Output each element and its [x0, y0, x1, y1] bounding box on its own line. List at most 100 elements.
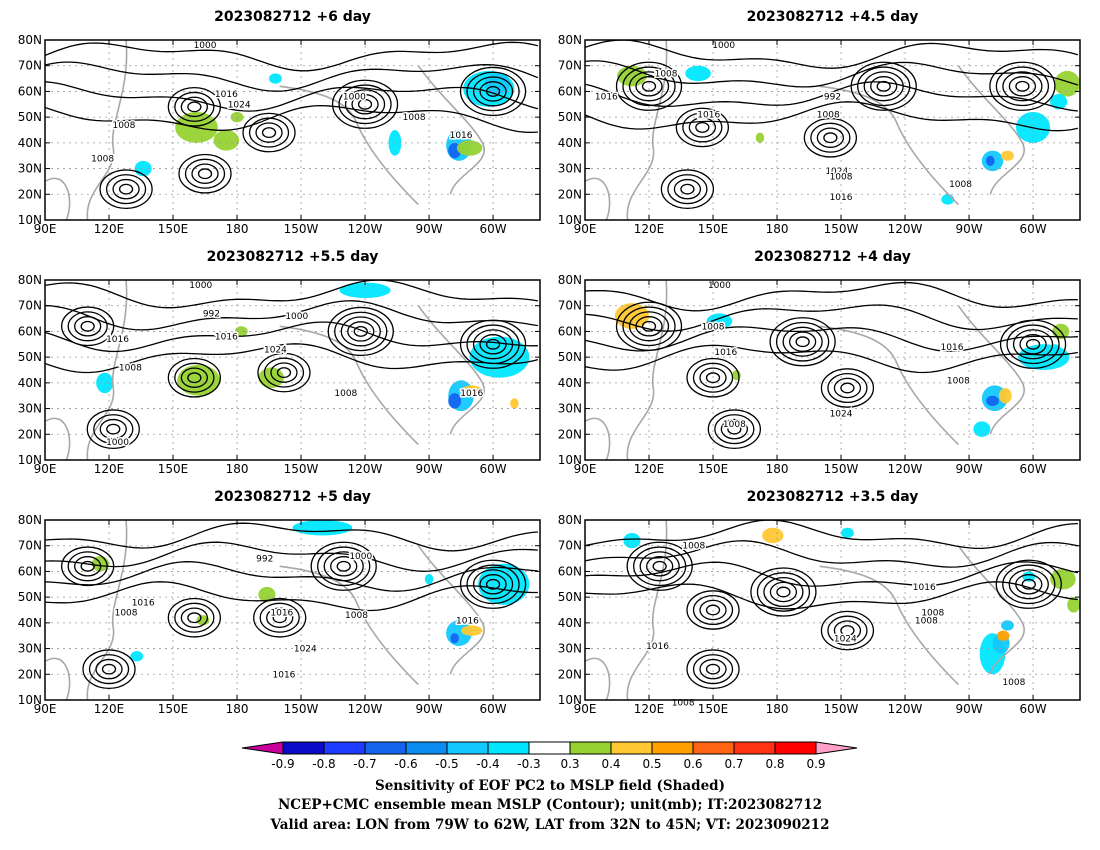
y-tick-label: 10N — [18, 213, 42, 227]
contour-label: 1016 — [456, 616, 479, 626]
mslp-contour — [1006, 324, 1060, 365]
y-tick-label: 30N — [18, 162, 42, 176]
mslp-contour — [99, 418, 127, 440]
mslp-contour — [180, 607, 209, 628]
mslp-contour — [178, 153, 232, 194]
sensitivity-shading — [448, 393, 462, 409]
mslp-contour — [327, 306, 394, 357]
x-tick-label: 120W — [348, 222, 383, 236]
mslp-contour — [622, 306, 676, 347]
sensitivity-shading — [339, 282, 391, 298]
x-tick-label: 90E — [574, 462, 597, 476]
mslp-contour — [675, 107, 729, 148]
mslp-contour — [635, 76, 663, 97]
mslp-contour — [1025, 338, 1041, 350]
panel-title: 2023082712 +3.5 day — [747, 489, 919, 505]
mslp-contour — [242, 112, 296, 153]
x-tick-label: 120E — [634, 222, 665, 236]
mslp-contour — [67, 551, 108, 582]
mslp-contour — [622, 66, 676, 107]
y-tick-label: 10N — [558, 693, 582, 707]
mslp-contour — [667, 174, 708, 205]
mslp-contour — [585, 40, 1079, 69]
colorbar-swatch — [733, 741, 776, 755]
mslp-contour — [167, 357, 222, 398]
mslp-contour — [45, 343, 539, 374]
mslp-contour — [187, 612, 202, 624]
mslp-contour — [699, 367, 727, 388]
mslp-contour — [270, 362, 298, 383]
x-tick-label: 150W — [824, 702, 859, 716]
mslp-contour — [331, 79, 399, 129]
mslp-contour — [857, 66, 911, 107]
contour-label: 1016 — [714, 348, 737, 358]
x-tick-label: 150E — [698, 222, 729, 236]
x-tick-label: 180 — [766, 462, 789, 476]
mslp-contour — [479, 334, 507, 355]
mslp-contour — [82, 649, 136, 689]
mslp-contour — [485, 338, 501, 350]
mslp-contour — [692, 362, 734, 393]
mslp-contour — [263, 357, 305, 388]
contour-label: 1008 — [682, 542, 705, 552]
x-tick-label: 60W — [1019, 462, 1046, 476]
mslp-contour — [633, 546, 687, 587]
contour-label: 992 — [203, 309, 220, 319]
mslp-contour — [80, 320, 95, 332]
colorbar-label: -0.4 — [476, 757, 499, 771]
sensitivity-shading — [1001, 620, 1014, 631]
mslp-contour — [248, 117, 290, 148]
sensitivity-shading — [177, 364, 220, 396]
x-tick-label: 120W — [888, 462, 923, 476]
sensitivity-shading — [510, 398, 519, 409]
mslp-contour — [646, 556, 674, 577]
mslp-contour — [61, 546, 115, 587]
mslp-contour — [750, 567, 817, 617]
mslp-contour — [727, 423, 742, 435]
sensitivity-shading — [986, 155, 995, 167]
mslp-contour — [585, 101, 1079, 132]
contour-label: 1016 — [215, 333, 238, 343]
contour-label: 1016 — [913, 583, 936, 593]
mslp-contour — [45, 561, 538, 592]
x-tick-label: 150E — [698, 462, 729, 476]
sensitivity-shading — [1001, 150, 1014, 161]
y-tick-label: 20N — [18, 187, 42, 201]
contour-label: 1008 — [830, 172, 853, 182]
x-tick-label: 180 — [766, 702, 789, 716]
colorbar-label: -0.9 — [271, 757, 294, 771]
contour-label: 1000 — [343, 93, 366, 103]
contour-label: 1016 — [270, 609, 293, 619]
x-tick-label: 120E — [94, 222, 125, 236]
colorbar-label: 0.9 — [806, 757, 825, 771]
colorbar-label: -0.6 — [394, 757, 417, 771]
y-tick-label: 40N — [18, 376, 42, 390]
sensitivity-shading — [998, 388, 1012, 404]
mslp-contour — [459, 559, 527, 609]
contour-label: 1016 — [106, 335, 129, 345]
contour-label: 1024 — [830, 410, 853, 420]
sensitivity-shading — [213, 130, 240, 151]
mslp-contour — [810, 122, 851, 153]
x-tick-label: 90E — [574, 702, 597, 716]
mslp-contour — [105, 174, 147, 205]
sensitivity-shading — [623, 532, 641, 549]
y-tick-label: 70N — [558, 539, 582, 553]
mslp-contour — [673, 178, 702, 200]
mslp-contour — [782, 326, 823, 357]
colorbar-swatch — [692, 741, 735, 755]
y-tick-label: 40N — [558, 136, 582, 150]
mslp-contour — [840, 382, 855, 394]
mslp-contour — [999, 319, 1067, 369]
mslp-contour — [795, 336, 810, 348]
mslp-contour — [705, 372, 721, 384]
y-tick-label: 50N — [18, 590, 42, 604]
mslp-contour — [699, 658, 727, 680]
x-tick-label: 150W — [284, 462, 319, 476]
mslp-contour — [585, 520, 1078, 550]
colorbar-label: 0.7 — [724, 757, 743, 771]
mslp-contour — [353, 325, 368, 337]
mslp-contour — [266, 607, 294, 628]
y-tick-label: 40N — [558, 616, 582, 630]
contour-label: 1008 — [115, 609, 138, 619]
